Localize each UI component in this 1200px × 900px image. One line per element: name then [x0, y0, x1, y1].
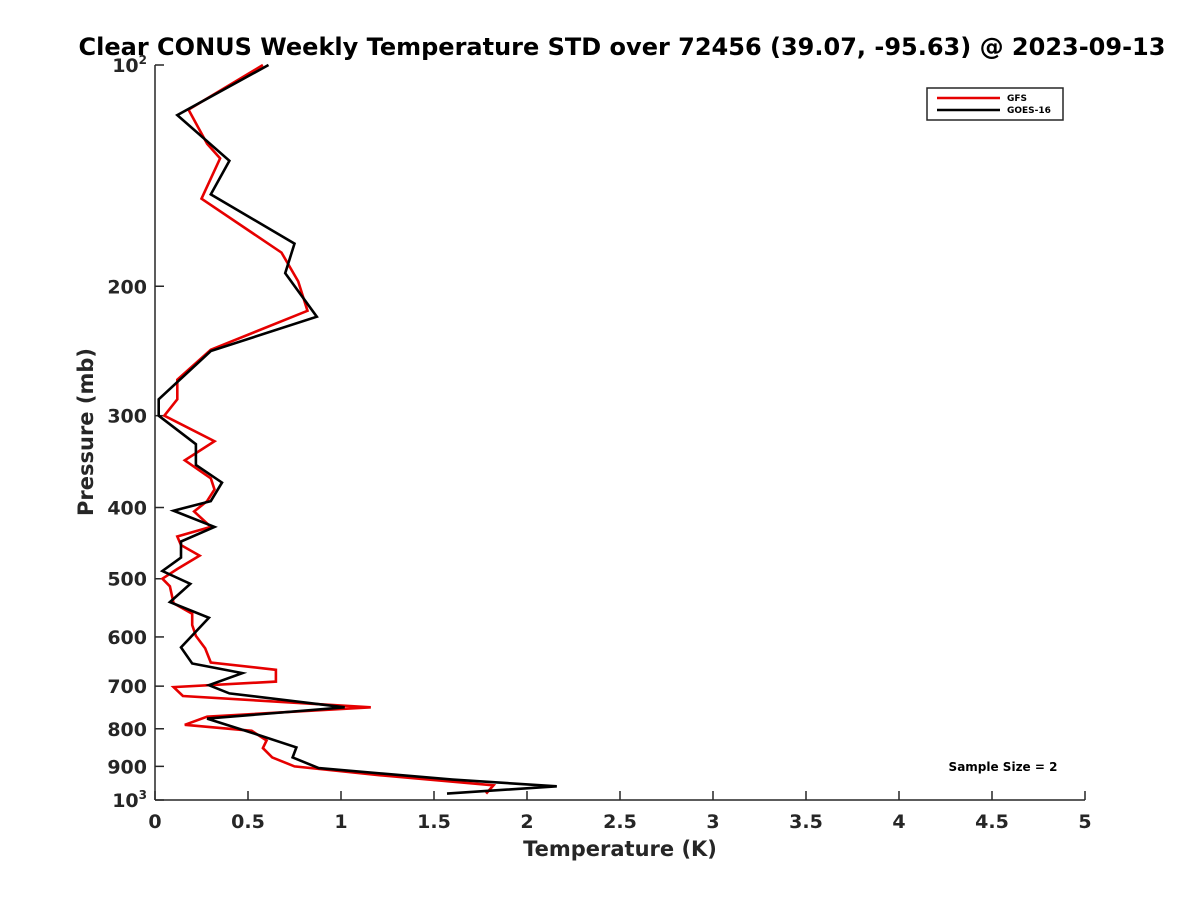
- y-tick-label-3: 400: [107, 498, 147, 520]
- chart-title: Clear CONUS Weekly Temperature STD over …: [79, 33, 1166, 61]
- x-tick-label-3: 1.5: [417, 811, 451, 833]
- y-tick-exponent-0: 2: [139, 53, 147, 67]
- y-tick-label-5: 600: [107, 627, 147, 649]
- x-tick-label-10: 5: [1078, 811, 1091, 833]
- y-tick-label-4: 500: [107, 569, 147, 591]
- y-tick-label-7: 800: [107, 719, 147, 741]
- x-ticks: 0 0.5 1 1.5 2 2.5 3 3.5 4 4.5 5: [148, 791, 1092, 833]
- x-tick-label-7: 3.5: [789, 811, 823, 833]
- legend: GFS GOES-16: [926, 87, 1064, 121]
- legend-box: [926, 87, 1064, 121]
- x-tick-label-4: 2: [520, 811, 533, 833]
- x-tick-label-0: 0: [148, 811, 161, 833]
- x-tick-label-1: 0.5: [231, 811, 265, 833]
- legend-label-goes16: GOES-16: [1007, 106, 1051, 116]
- x-tick-label-5: 2.5: [603, 811, 637, 833]
- y-tick-label-9: 103: [112, 788, 147, 812]
- x-tick-label-6: 3: [706, 811, 719, 833]
- y-tick-label-6: 700: [107, 676, 147, 698]
- series-layer: [157, 63, 557, 795]
- axes: [154, 65, 1085, 801]
- y-tick-base-9: 10: [112, 790, 138, 812]
- y-tick-label-2: 300: [107, 406, 147, 428]
- x-tick-label-9: 4.5: [975, 811, 1009, 833]
- x-tick-label-8: 4: [892, 811, 905, 833]
- series-line-goes16: [157, 63, 557, 795]
- y-axis-label: Pressure (mb): [74, 348, 98, 516]
- y-tick-label-0: 102: [112, 53, 147, 77]
- y-tick-base-0: 10: [112, 55, 138, 77]
- sample-size-annotation: Sample Size = 2: [949, 760, 1058, 774]
- x-axis-label: Temperature (K): [523, 837, 717, 861]
- y-tick-label-1: 200: [107, 276, 147, 298]
- x-tick-label-2: 1: [334, 811, 347, 833]
- legend-label-gfs: GFS: [1007, 94, 1027, 104]
- y-tick-label-8: 900: [107, 756, 147, 778]
- y-tick-exponent-9: 3: [139, 788, 147, 802]
